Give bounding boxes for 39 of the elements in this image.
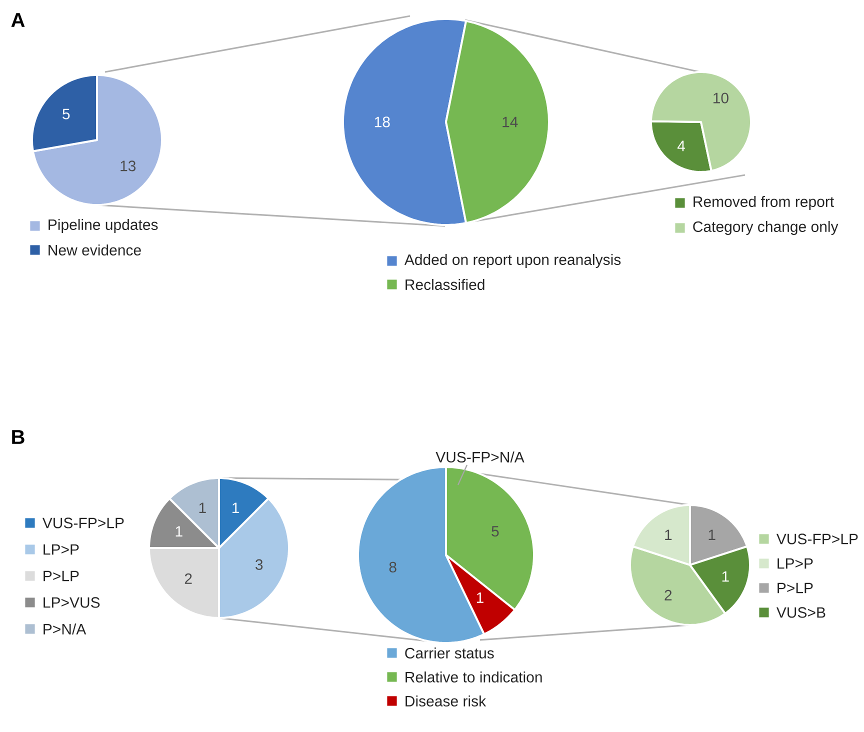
legend-label: VUS-FP>LP [42, 518, 124, 528]
data-label: 1 [232, 502, 240, 514]
legend-label: Relative to indication [406, 671, 542, 683]
text: B [12, 430, 24, 444]
data-label: 8 [389, 562, 396, 572]
data-label: 2 [184, 573, 192, 584]
data-label: 1 [199, 502, 206, 514]
data-label: 4 [677, 140, 686, 152]
legend-label: Category change only [693, 221, 838, 235]
legend-label: LP>P [778, 558, 813, 569]
legend-label: Carrier status [405, 647, 494, 659]
legend-label: P>LP [44, 570, 79, 582]
legend-label: Pipeline updates [48, 219, 158, 233]
legend-label: VUS-FP>LP [776, 534, 858, 544]
data-label: 1 [708, 530, 716, 540]
data-label: 10 [713, 92, 728, 104]
legend-label: LP>VUS [44, 597, 100, 608]
data-label: 5 [62, 108, 70, 120]
data-label: 13 [120, 160, 136, 172]
data-label: 3 [256, 559, 263, 570]
legend-label: New evidence [48, 244, 141, 256]
legend-label: Disease risk [406, 695, 486, 706]
legend-label: P>LP [778, 582, 813, 594]
legend-label: Removed from report [694, 196, 834, 210]
data-label: 1 [476, 592, 484, 603]
data-label: 18 [374, 116, 390, 128]
data-label: 1 [665, 530, 672, 540]
text: VUS-FP>N/A [436, 451, 524, 463]
data-label: 1 [176, 526, 182, 537]
data-label: 5 [492, 526, 499, 537]
data-label: 14 [502, 116, 518, 128]
legend-label: Added on report upon reanalysis [404, 254, 621, 268]
legend-label: Reclassified [406, 278, 484, 290]
text: A [11, 13, 25, 27]
data-label: 1 [722, 571, 729, 582]
legend-label: VUS>B [776, 607, 826, 618]
legend-label: P>N/A [44, 623, 86, 634]
legend-label: LP>P [44, 544, 79, 555]
data-label: 2 [664, 590, 672, 600]
